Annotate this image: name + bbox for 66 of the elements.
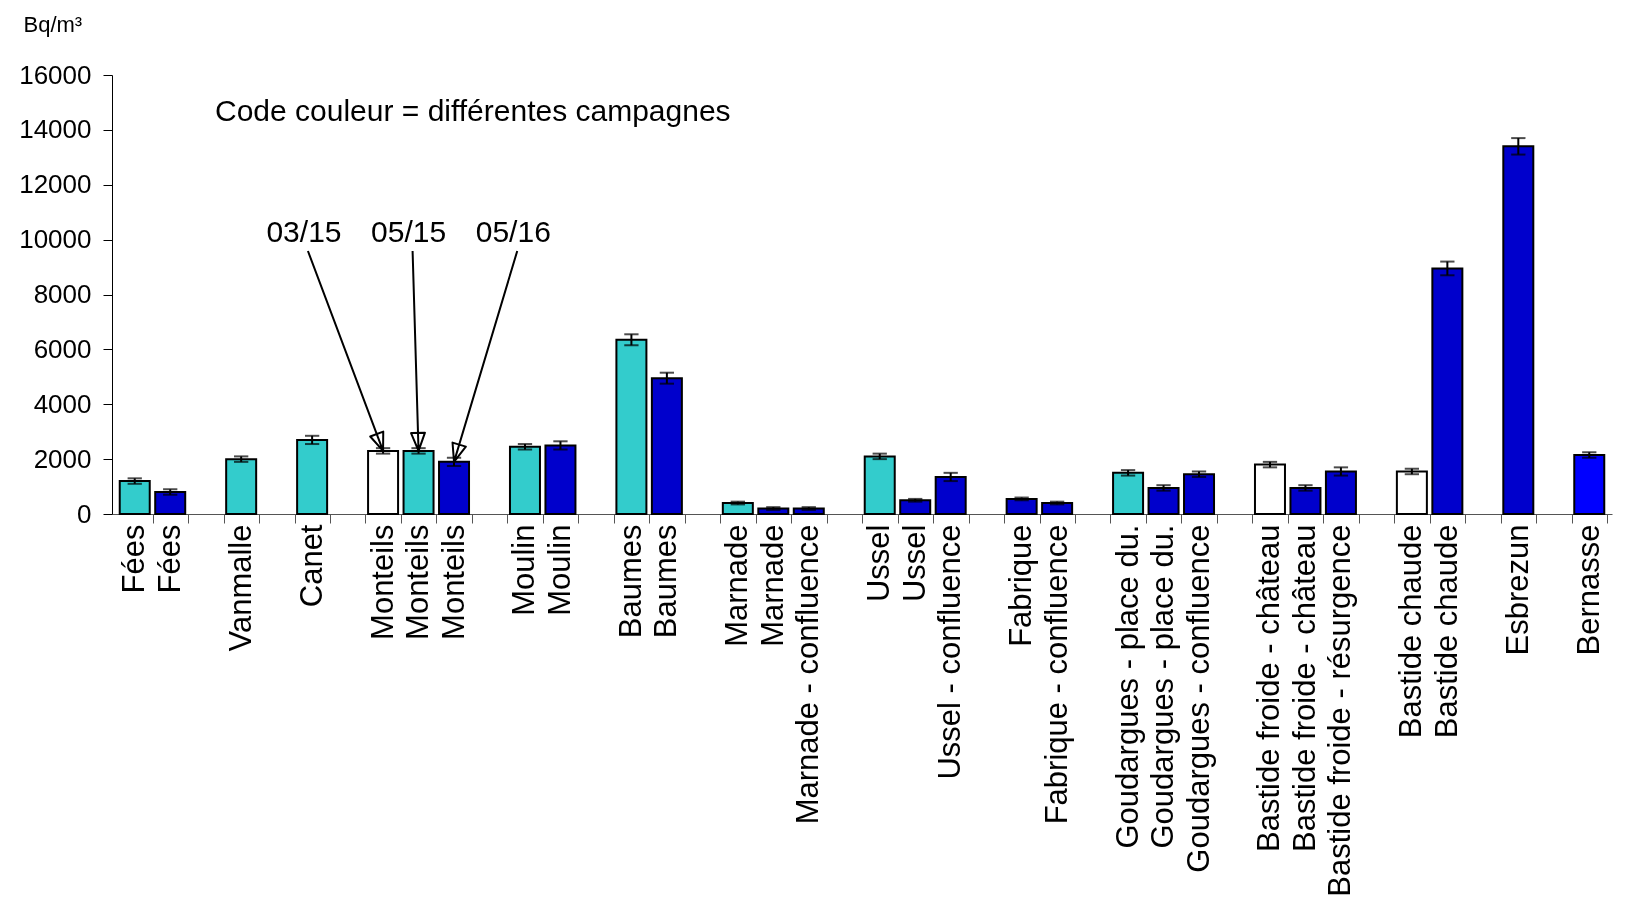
- x-tick-label: Marnade - confluence: [790, 524, 826, 825]
- x-tick-label: Vanmalle: [222, 524, 258, 652]
- bar: [934, 475, 967, 515]
- bar: [1112, 471, 1145, 515]
- x-tick-label: Goudargues - place du.: [1145, 524, 1181, 849]
- y-axis-title: Bq/m³: [23, 11, 83, 37]
- y-tick-label: 14000: [19, 114, 92, 145]
- bar: [544, 444, 577, 515]
- bar: [899, 499, 932, 515]
- x-tick-label: Fabrique: [1003, 524, 1039, 647]
- x-tick-label: Bernasse: [1570, 524, 1606, 656]
- bar: [508, 445, 541, 515]
- bar: [650, 377, 683, 515]
- x-tick-label: Monteils: [435, 524, 471, 640]
- x-tick-label: Fées: [151, 524, 187, 594]
- bar: [615, 338, 648, 515]
- y-tick-label: 10000: [19, 224, 92, 255]
- annotation: Code couleur = différentes campagnes: [215, 94, 731, 127]
- text: 03/15: [266, 215, 342, 248]
- x-tick-label: Monteils: [400, 524, 436, 640]
- bar: [296, 438, 329, 515]
- x-tick-label: Ussel: [896, 524, 932, 603]
- bar: [863, 455, 896, 515]
- bar: [225, 458, 258, 515]
- bar: [1431, 267, 1464, 515]
- x-tick-label: Goudargues - place du.: [1109, 524, 1145, 849]
- x-tick-label: Marnade: [754, 524, 790, 647]
- bar: [1289, 486, 1322, 515]
- x-tick-label: Fabrique - confluence: [1038, 524, 1074, 825]
- y-tick-label: 4000: [33, 388, 92, 419]
- bar: [1324, 470, 1357, 515]
- y-tick-label: 12000: [19, 169, 92, 200]
- y-tick-label: 16000: [19, 59, 92, 90]
- x-tick-label: Bastide chaude: [1393, 524, 1429, 739]
- x-tick-label: Bastide froide - château: [1251, 524, 1287, 852]
- y-tick-label: 0: [77, 498, 92, 529]
- bar: [721, 502, 754, 515]
- bar: [1253, 463, 1286, 515]
- x-tick-label: Ussel: [861, 524, 897, 603]
- x-tick-label: Fées: [116, 524, 152, 594]
- bar: [1395, 470, 1428, 515]
- x-tick-label: Esbrezun: [1499, 524, 1535, 656]
- bar: [118, 480, 151, 515]
- x-tick-label: Bastide froide - résurgence: [1322, 524, 1358, 897]
- x-tick-label: Marnade: [719, 524, 755, 647]
- bar: [154, 491, 187, 515]
- x-tick-label: Goudargues - confluence: [1180, 524, 1216, 873]
- x-tick-label: Monteils: [364, 524, 400, 640]
- x-tick-label: Canet: [293, 524, 329, 608]
- x-tick-label: Moulin: [541, 524, 577, 616]
- x-tick-label: Baumes: [612, 524, 648, 639]
- x-tick-label: Bastide froide - château: [1286, 524, 1322, 852]
- bar: [1573, 454, 1606, 515]
- x-tick-label: Bastide chaude: [1428, 524, 1464, 739]
- x-tick-label: Baumes: [648, 524, 684, 639]
- bar: [1147, 486, 1180, 515]
- y-tick-label: 2000: [33, 443, 92, 474]
- text: 05/15: [371, 215, 447, 248]
- bar: [1183, 473, 1216, 515]
- y-tick-label: 6000: [33, 333, 92, 364]
- bar: [1041, 502, 1074, 515]
- y-tick-label: 8000: [33, 279, 92, 309]
- bar: [1005, 497, 1038, 515]
- x-tick-label: Ussel - confluence: [932, 524, 968, 780]
- x-tick-label: Moulin: [506, 524, 542, 616]
- text: 05/16: [475, 215, 551, 248]
